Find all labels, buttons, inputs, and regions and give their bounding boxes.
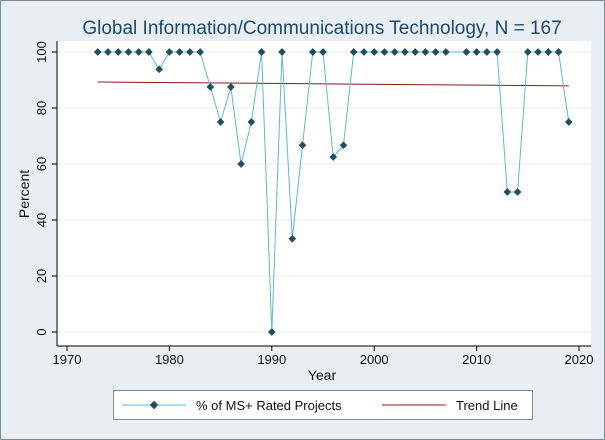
x-tick-label-2020: 2020 [565, 352, 594, 367]
y-axis-label: Percent [16, 170, 32, 218]
data-point-2019 [564, 118, 573, 126]
data-point-2018 [554, 48, 563, 56]
y-tick-label-100: 100 [34, 41, 49, 63]
data-point-2014 [513, 188, 522, 196]
y-tick-label-80: 80 [34, 101, 49, 115]
chart-title: Global Information/Communications Techno… [82, 18, 561, 39]
data-point-1988 [247, 118, 256, 126]
legend: % of MS+ Rated Projects Trend Line [113, 390, 533, 420]
data-point-1985 [216, 118, 225, 126]
series-layer [93, 48, 573, 336]
x-tick-label-1970: 1970 [53, 352, 82, 367]
legend-label-trend: Trend Line [456, 397, 518, 413]
data-point-1973 [93, 48, 102, 56]
legend-item-series: % of MS+ Rated Projects [122, 391, 342, 419]
x-tick-label-2000: 2000 [360, 352, 389, 367]
series-line [97, 51, 570, 333]
legend-item-trend: Trend Line [382, 391, 518, 419]
y-tick-label-40: 40 [34, 213, 49, 227]
legend-line-marker-icon [122, 400, 186, 410]
y-tick-label-0: 0 [34, 328, 49, 335]
axes: 0 20 40 60 80 100 1970 1980 1990 2000 2010 2020 [34, 41, 593, 367]
x-tick-label-2010: 2010 [462, 352, 491, 367]
legend-line-icon [382, 404, 446, 406]
plot-area [57, 41, 591, 346]
data-point-1982 [186, 48, 194, 56]
data-point-1975 [114, 48, 123, 56]
data-point-1990 [267, 328, 276, 336]
y-tick-label-20: 20 [34, 269, 49, 283]
y-tick-label-60: 60 [34, 157, 49, 171]
legend-label-series: % of MS+ Rated Projects [196, 397, 342, 413]
data-point-1974 [104, 48, 112, 56]
x-axis-label: Year [308, 367, 337, 383]
x-tick-label-1980: 1980 [155, 352, 184, 367]
data-point-2015 [523, 48, 532, 56]
data-point-1976 [124, 48, 133, 56]
x-tick-label-1990: 1990 [257, 352, 286, 367]
data-point-1997 [339, 141, 348, 150]
trend-line [97, 81, 569, 87]
data-point-2017 [544, 48, 553, 56]
